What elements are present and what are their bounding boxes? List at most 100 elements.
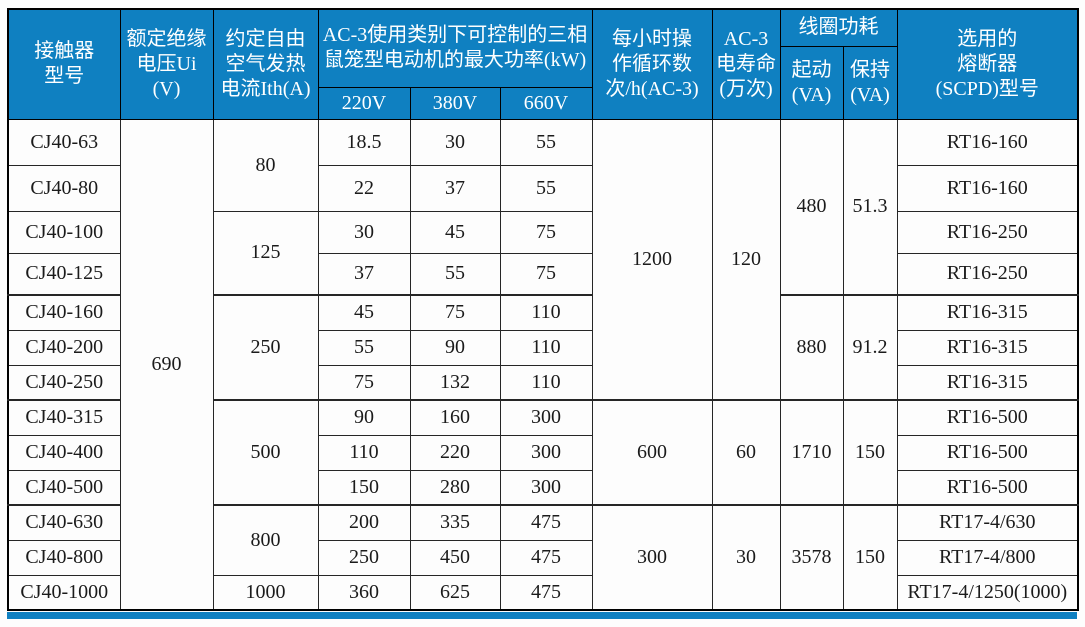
cell-power-660v: 300 [499, 469, 593, 506]
table-row: CJ40-250 75 132 110 RT16-315 [7, 364, 1079, 401]
table-header: 接触器 型号 额定绝缘 电压Ui (V) 约定自由 空气发热 电流Ith(A) … [7, 8, 1079, 120]
cell-coil-hold: 51.3 [842, 118, 898, 296]
header-660v: 660V [499, 86, 593, 120]
cell-fuse-model: RT17-4/1250(1000) [896, 574, 1079, 611]
cell-thermal-current: 250 [212, 294, 319, 401]
cell-power-220v: 18.5 [317, 118, 411, 166]
cell-power-660v: 110 [499, 294, 593, 331]
cell-model: CJ40-200 [7, 329, 121, 366]
cell-fuse-model: RT16-315 [896, 329, 1079, 366]
cell-power-660v: 55 [499, 164, 593, 212]
cell-power-380v: 37 [409, 164, 501, 212]
cell-model: CJ40-315 [7, 399, 121, 436]
cell-fuse-model: RT16-315 [896, 364, 1079, 401]
cell-model: CJ40-160 [7, 294, 121, 331]
header-rated-insulation-voltage: 额定绝缘 电压Ui (V) [119, 8, 214, 120]
cell-power-660v: 475 [499, 539, 593, 576]
header-model: 接触器 型号 [7, 8, 121, 120]
cell-power-220v: 110 [317, 434, 411, 471]
cell-thermal-current: 125 [212, 210, 319, 296]
cell-power-380v: 220 [409, 434, 501, 471]
table-row: CJ40-630 800 200 335 475 300 30 3578 150… [7, 504, 1079, 611]
cell-model: CJ40-250 [7, 364, 121, 401]
cell-thermal-current: 800 [212, 504, 319, 576]
cell-fuse-model: RT16-160 [896, 118, 1079, 166]
cell-power-660v: 300 [499, 399, 593, 436]
cell-power-660v: 110 [499, 364, 593, 401]
cell-power-380v: 132 [409, 364, 501, 401]
cell-power-660v: 110 [499, 329, 593, 366]
cell-fuse-model: RT16-500 [896, 434, 1079, 471]
table-row: CJ40-80 22 37 55 RT16-160 [7, 164, 1079, 212]
header-coil-power-group: 线圈功耗 [779, 8, 898, 47]
cell-model: CJ40-63 [7, 118, 121, 166]
cell-coil-start: 1710 [779, 399, 844, 506]
cell-fuse-model: RT16-500 [896, 469, 1079, 506]
cell-model: CJ40-630 [7, 504, 121, 541]
cell-fuse-model: RT16-250 [896, 210, 1079, 254]
cell-power-380v: 75 [409, 294, 501, 331]
cell-thermal-current: 80 [212, 118, 319, 212]
header-fuse-scpd: 选用的 熔断器 (SCPD)型号 [896, 8, 1079, 120]
cell-coil-hold: 150 [842, 504, 898, 611]
cell-thermal-current: 1000 [212, 574, 319, 611]
cell-power-660v: 475 [499, 574, 593, 611]
cell-power-380v: 625 [409, 574, 501, 611]
header-thermal-current: 约定自由 空气发热 电流Ith(A) [212, 8, 319, 120]
header-row: 起动 (VA) 保持 (VA) [8, 45, 1078, 120]
bottom-blue-bar [7, 612, 1077, 619]
cell-power-380v: 160 [409, 399, 501, 436]
header-coil-start: 起动 (VA) [779, 45, 844, 120]
header-row: 接触器 型号 额定绝缘 电压Ui (V) 约定自由 空气发热 电流Ith(A) … [7, 8, 1079, 120]
cell-power-220v: 250 [317, 539, 411, 576]
cell-power-220v: 55 [317, 329, 411, 366]
cell-fuse-model: RT16-250 [896, 252, 1079, 296]
table-body: CJ40-63 690 80 18.5 30 55 1200 120 480 5… [7, 118, 1079, 611]
table-row: CJ40-160 250 45 75 110 880 91.2 RT16-315 [7, 294, 1079, 401]
cell-power-220v: 360 [317, 574, 411, 611]
cell-model: CJ40-125 [7, 252, 121, 296]
cell-ops-cycles: 300 [591, 504, 713, 611]
cell-power-380v: 280 [409, 469, 501, 506]
cell-power-660v: 55 [499, 118, 593, 166]
header-coil-hold: 保持 (VA) [842, 45, 898, 120]
cell-model: CJ40-400 [7, 434, 121, 471]
cell-fuse-model: RT16-160 [896, 164, 1079, 212]
cell-model: CJ40-80 [7, 164, 121, 212]
cell-power-660v: 75 [499, 252, 593, 296]
cell-power-220v: 200 [317, 504, 411, 541]
cell-fuse-model: RT16-315 [896, 294, 1079, 331]
header-380v: 380V [409, 86, 501, 120]
cell-power-220v: 150 [317, 469, 411, 506]
cell-ops-cycles: 1200 [591, 118, 713, 401]
cell-power-380v: 55 [409, 252, 501, 296]
cell-power-660v: 475 [499, 504, 593, 541]
cell-rated-voltage: 690 [119, 118, 214, 611]
header-power-group: AC-3使用类别下可控制的三相 鼠笼型电动机的最大功率(kW) [317, 8, 593, 88]
cell-electrical-life: 60 [711, 399, 781, 506]
cell-power-220v: 37 [317, 252, 411, 296]
cell-coil-start: 480 [779, 118, 844, 296]
cell-fuse-model: RT17-4/800 [896, 539, 1079, 576]
cell-model: CJ40-1000 [7, 574, 121, 611]
cell-power-220v: 75 [317, 364, 411, 401]
header-electrical-life: AC-3 电寿命 (万次) [711, 8, 781, 120]
header-220v: 220V [317, 86, 411, 120]
cell-fuse-model: RT16-500 [896, 399, 1079, 436]
cell-coil-hold: 150 [842, 399, 898, 506]
contactor-spec-table: 接触器 型号 额定绝缘 电压Ui (V) 约定自由 空气发热 电流Ith(A) … [7, 8, 1080, 611]
cell-model: CJ40-800 [7, 539, 121, 576]
cell-power-220v: 22 [317, 164, 411, 212]
cell-coil-start: 880 [779, 294, 844, 401]
cell-fuse-model: RT17-4/630 [896, 504, 1079, 541]
table-row: CJ40-1000 1000 360 625 475 RT17-4/1250(1… [7, 574, 1079, 611]
header-row: 220V 380V 660V [8, 86, 1078, 120]
cell-power-380v: 335 [409, 504, 501, 541]
cell-coil-start: 3578 [779, 504, 844, 611]
cell-power-380v: 90 [409, 329, 501, 366]
cell-power-220v: 45 [317, 294, 411, 331]
cell-ops-cycles: 600 [591, 399, 713, 506]
cell-model: CJ40-100 [7, 210, 121, 254]
table-row: CJ40-63 690 80 18.5 30 55 1200 120 480 5… [7, 118, 1079, 611]
